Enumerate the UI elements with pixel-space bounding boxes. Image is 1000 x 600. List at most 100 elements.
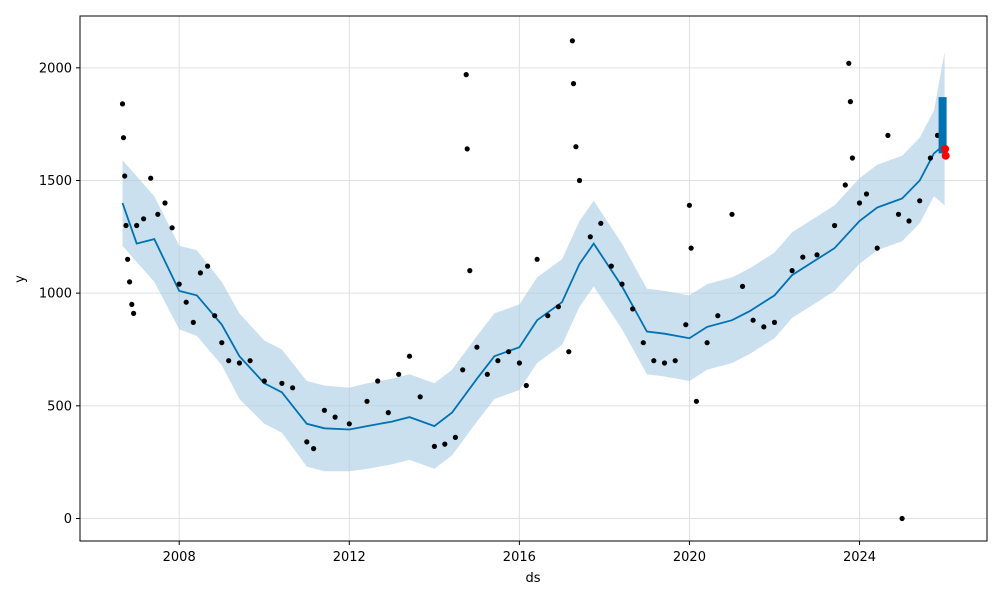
observed-point [715,313,721,319]
observed-point [162,200,168,206]
observed-point [129,301,135,307]
y-tick-label: 500 [47,399,72,414]
observed-point [484,371,490,377]
observed-point [396,371,402,377]
observed-point [205,263,211,269]
observed-point [460,367,466,373]
y-tick-label: 0 [64,512,72,527]
observed-point [279,380,285,386]
uncertainty-band [122,52,945,472]
observed-point [849,155,856,161]
observed-point [506,349,512,355]
observed-point [555,304,562,310]
observed-point [125,256,131,262]
observed-point [895,211,902,217]
observed-point [598,220,604,226]
observed-point [311,446,317,452]
observed-point [431,443,437,449]
observed-point [141,216,147,222]
band-group [122,52,945,472]
observed-point [661,360,668,366]
observed-point [651,358,657,364]
observed-point [183,299,189,305]
observed-point [771,319,778,325]
observed-point [693,398,700,404]
observed-point [516,360,523,366]
observed-point [332,414,338,420]
observed-point [463,72,469,78]
observed-point [576,177,583,184]
observed-point [630,306,636,312]
observed-point [739,283,746,289]
observed-point [874,245,880,251]
observed-point [236,360,242,366]
forecast-line [121,143,946,431]
observed-point [686,202,693,208]
observed-point [863,191,870,197]
observed-point [131,310,137,316]
observed-point [789,268,795,274]
observed-point [417,394,423,400]
observed-point [608,263,614,269]
highlight-points-group [941,144,950,160]
observed-point [846,60,852,66]
observed-point [247,358,253,364]
observed-point [467,268,473,274]
observed-point [750,317,756,323]
observed-point [847,99,854,105]
observed-point [917,198,923,204]
observed-point [123,222,129,229]
x-tick-label: 2008 [163,550,196,565]
observed-point [127,279,133,285]
observed-point [842,182,848,188]
observed-point [729,211,735,217]
plot-frame [79,15,988,542]
observed-point [190,319,196,325]
y-tick-label: 1000 [39,287,72,302]
observed-point [442,441,448,447]
observed-point [364,398,370,404]
y-axis-title: y [13,275,28,283]
y-tick-label: 1500 [39,174,72,189]
observed-point [346,421,352,427]
forecast-line-group [121,143,946,431]
x-tick-label: 2016 [503,550,536,565]
observed-point [856,200,863,206]
y-ticks-group: 0 500 1000 1500 2000 [39,61,80,527]
observed-point [566,349,572,355]
highlight-point [941,151,950,160]
observed-point [226,358,232,364]
observed-point [534,256,540,262]
observed-point [640,340,646,346]
x-axis-title: ds [525,571,540,586]
observed-point [545,313,551,319]
observed-point [800,254,806,260]
observed-point [375,378,381,384]
observed-point [814,252,820,258]
observed-point [672,358,678,364]
observed-point [761,324,767,330]
observed-point [304,439,310,445]
observed-point [899,515,905,522]
forecast-bars-group [938,97,947,154]
observed-point [452,434,458,440]
observed-point [927,155,934,161]
observed-point [219,340,225,346]
observed-point [120,135,127,141]
observed-point [406,353,413,359]
x-tick-label: 2020 [673,550,706,565]
observed-point [704,340,710,346]
y-tick-label: 2000 [39,61,72,76]
observed-point [321,407,327,413]
observed-point [569,38,576,44]
observed-point [495,358,501,364]
observed-points-group [119,38,941,522]
observed-point [261,378,267,384]
observed-point [523,382,529,389]
observed-point [119,101,126,107]
observed-point [906,218,912,224]
highlight-point [941,144,950,153]
observed-point [197,270,203,276]
observed-point [148,175,154,181]
